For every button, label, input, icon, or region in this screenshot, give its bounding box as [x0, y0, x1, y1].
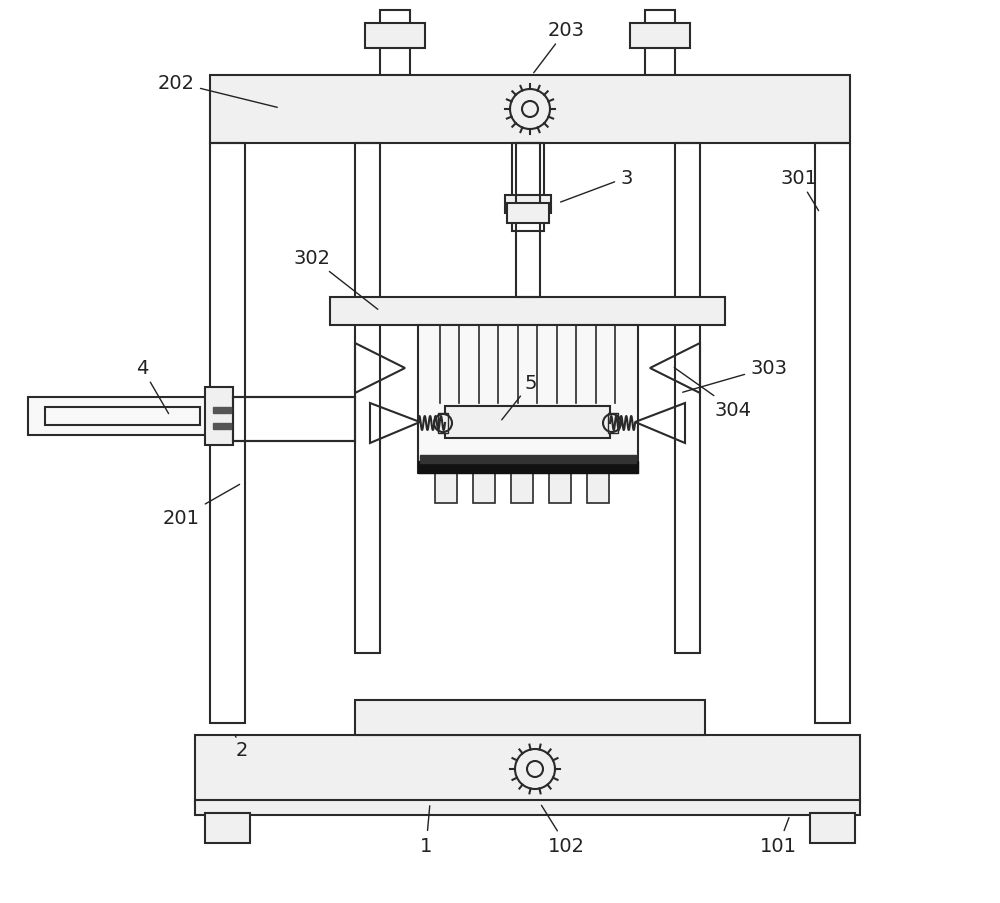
Bar [205, 387, 233, 445]
Bar [213, 424, 231, 430]
Bar [330, 298, 725, 326]
Text: 1: 1 [420, 805, 432, 855]
Bar [418, 461, 638, 473]
Text: 304: 304 [674, 368, 752, 420]
Text: 2: 2 [235, 735, 248, 759]
Bar [213, 407, 231, 414]
Text: 302: 302 [293, 248, 378, 310]
Bar [365, 24, 425, 49]
Bar [420, 455, 636, 463]
Bar [810, 813, 855, 843]
Text: 301: 301 [780, 169, 819, 211]
Bar [210, 76, 850, 144]
Text: 5: 5 [502, 374, 538, 421]
Text: 201: 201 [163, 485, 240, 527]
Text: 303: 303 [683, 358, 787, 393]
Text: 202: 202 [158, 74, 277, 108]
Bar [512, 144, 544, 204]
Bar [608, 414, 618, 433]
Bar [380, 11, 410, 76]
Bar [645, 11, 675, 76]
Bar [195, 800, 860, 815]
Bar [815, 144, 850, 723]
Bar [205, 813, 250, 843]
Bar [28, 397, 216, 435]
Text: 3: 3 [561, 169, 632, 203]
Bar [473, 473, 495, 504]
Bar [445, 406, 610, 439]
Bar [438, 414, 448, 433]
Bar [507, 204, 549, 224]
Bar [630, 24, 690, 49]
Text: 101: 101 [760, 818, 797, 855]
Bar [233, 397, 355, 442]
Bar [511, 473, 533, 504]
Bar [418, 326, 638, 473]
Bar [45, 407, 200, 425]
Bar [675, 144, 700, 653]
Bar [512, 212, 544, 232]
Bar [210, 144, 245, 723]
Bar [505, 196, 551, 214]
Text: 203: 203 [534, 21, 585, 74]
Bar [435, 473, 457, 504]
Bar [549, 473, 571, 504]
Text: 4: 4 [136, 358, 169, 414]
Bar [355, 144, 380, 653]
Bar [355, 700, 705, 735]
Bar [587, 473, 609, 504]
Text: 102: 102 [541, 805, 585, 855]
Bar [195, 735, 860, 803]
Bar [516, 144, 540, 298]
